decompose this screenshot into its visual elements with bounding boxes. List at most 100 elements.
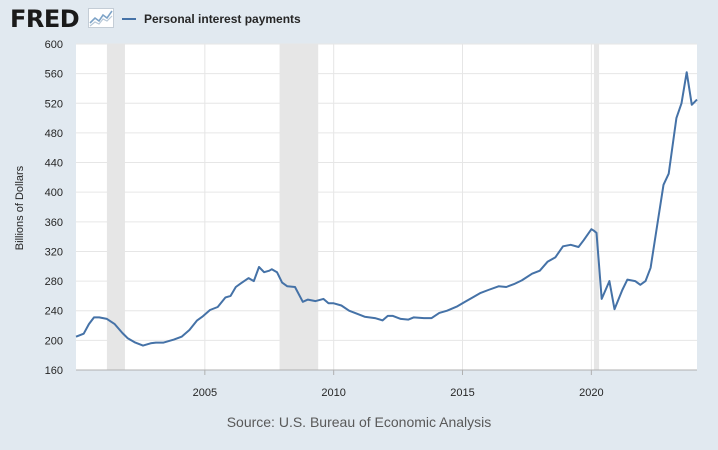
data-point (216, 305, 220, 309)
data-point (331, 301, 335, 305)
data-point (520, 278, 524, 282)
data-point (607, 279, 611, 283)
data-point (239, 281, 243, 285)
data-point (262, 270, 266, 274)
data-point (285, 284, 289, 288)
y-tick-label-160: 160 (45, 365, 63, 377)
y-tick-label-560: 560 (45, 69, 63, 81)
data-point (569, 243, 573, 247)
data-point (648, 266, 652, 270)
data-point (362, 314, 366, 318)
y-tick-label-320: 320 (45, 246, 63, 258)
data-point (326, 301, 330, 305)
fred-logo-graph-icon (88, 8, 114, 28)
data-point (679, 101, 683, 105)
data-point (674, 116, 678, 120)
source-note[interactable]: Source: U.S. Bureau of Economic Analysis (226, 414, 492, 430)
data-point (576, 245, 580, 249)
data-point (355, 311, 359, 315)
data-point (234, 285, 238, 289)
legend[interactable]: Personal interest payments (122, 9, 301, 29)
data-point (120, 331, 124, 335)
data-point (252, 279, 256, 283)
data-point (656, 216, 660, 220)
data-point (429, 316, 433, 320)
data-point (195, 318, 199, 322)
data-point (257, 265, 261, 269)
x-tick-label-2015: 2015 (450, 387, 474, 399)
data-point (612, 307, 616, 311)
data-point (684, 70, 688, 74)
gridlines (76, 43, 697, 371)
x-tick-label-2010: 2010 (321, 387, 345, 399)
recession-shading (106, 44, 600, 370)
plot-area (76, 44, 697, 370)
data-point (530, 271, 534, 275)
data-point (161, 340, 165, 344)
data-point (74, 334, 78, 338)
data-point (301, 300, 305, 304)
data-point (486, 288, 490, 292)
data-point (386, 314, 390, 318)
data-point (625, 277, 629, 281)
data-point (112, 322, 116, 326)
y-tick-label-240: 240 (45, 306, 63, 318)
data-point (661, 183, 665, 187)
data-point (478, 291, 482, 295)
data-point (643, 279, 647, 283)
data-point (455, 304, 459, 308)
data-point (633, 279, 637, 283)
data-point (87, 322, 91, 326)
recession-band-0 (106, 44, 125, 370)
data-point (422, 316, 426, 320)
data-point (280, 280, 284, 284)
data-point (538, 269, 542, 273)
y-tick-label-400: 400 (45, 187, 63, 199)
data-point (620, 288, 624, 292)
series-line-personal-interest-payments[interactable] (75, 71, 698, 347)
y-axis-ticks: 160 200 240 280 320 360 400 440 480 520 560 600 (45, 39, 63, 377)
y-axis-label: Billions of Dollars (14, 165, 26, 251)
data-point (553, 255, 557, 259)
data-point (321, 297, 325, 301)
data-point (246, 276, 250, 280)
data-point (228, 294, 232, 298)
y-tick-label-200: 200 (45, 335, 63, 347)
y-tick-label-280: 280 (45, 276, 63, 288)
data-point (437, 311, 441, 315)
y-tick-label-480: 480 (45, 128, 63, 140)
data-point (172, 337, 176, 341)
data-point (599, 297, 603, 301)
data-point (594, 231, 598, 235)
data-point (471, 295, 475, 299)
data-point (545, 260, 549, 264)
data-point (313, 299, 317, 303)
data-point (347, 309, 351, 313)
data-point (339, 303, 343, 307)
fred-logo[interactable]: FRED (10, 5, 80, 33)
x-tick-label-2020: 2020 (579, 387, 603, 399)
data-point (154, 340, 158, 344)
data-point (141, 343, 145, 347)
data-point (208, 308, 212, 312)
data-point (133, 340, 137, 344)
y-tick-label-600: 600 (45, 39, 63, 51)
recession-band-1 (279, 44, 319, 370)
legend-label: Personal interest payments (144, 12, 301, 26)
data-point (306, 297, 310, 301)
data-point (149, 341, 153, 345)
chart-header: FRED Personal interest payments (0, 0, 718, 36)
data-point (97, 315, 101, 319)
data-point (105, 317, 109, 321)
data-point (666, 171, 670, 175)
y-tick-label-440: 440 (45, 158, 63, 170)
data-point (496, 284, 500, 288)
line-chart: 160 200 240 280 320 360 400 440 480 520 560 600 200… (45, 39, 699, 399)
data-point (695, 97, 699, 101)
data-point (411, 315, 415, 319)
data-point (200, 314, 204, 318)
data-point (512, 282, 516, 286)
data-point (504, 285, 508, 289)
data-point (445, 309, 449, 313)
data-point (406, 317, 410, 321)
